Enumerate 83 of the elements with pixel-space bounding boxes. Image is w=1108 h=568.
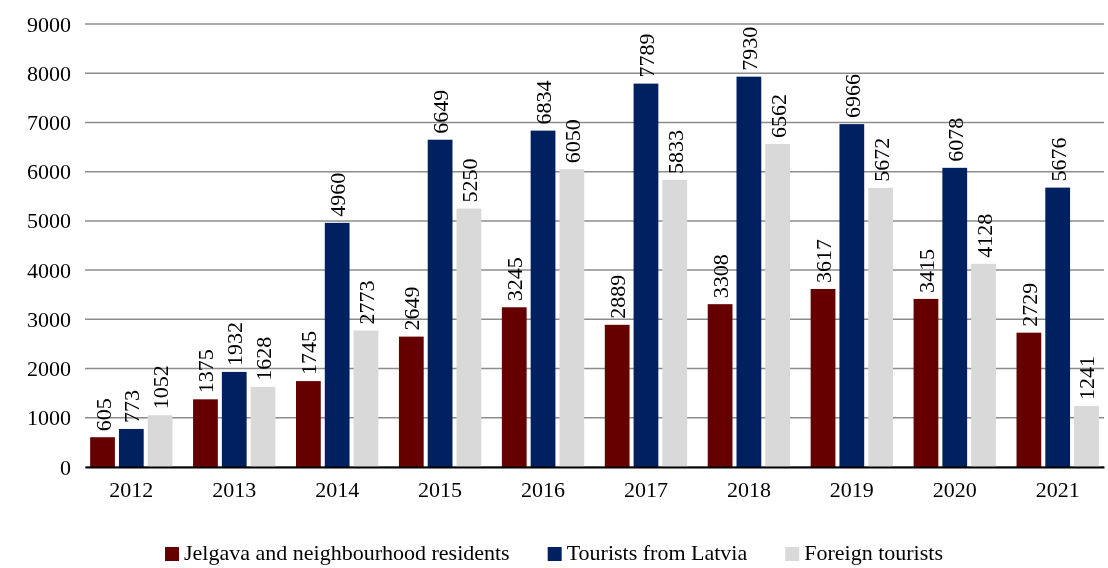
bar [353,330,379,467]
data-label: 3617 [811,238,837,283]
y-tick-label: 6000 [27,159,71,185]
data-label: 7930 [736,26,762,71]
data-label: 1241 [1074,355,1100,400]
y-tick-label: 7000 [27,109,71,135]
y-tick-label: 1000 [27,405,71,431]
y-tick-label: 9000 [27,11,71,37]
data-label: 3308 [708,254,734,299]
data-label: 1628 [251,336,277,381]
bar [221,371,247,467]
data-label: 3415 [913,248,939,293]
bar [810,288,836,467]
data-label: 1745 [296,331,322,376]
x-tick-label: 2020 [932,476,977,502]
y-tick-label: 0 [60,454,71,480]
bar [839,124,865,467]
x-tick-label: 2016 [521,476,566,502]
legend-label: Foreign tourists [804,540,943,565]
bar [707,304,733,467]
bar [913,298,939,467]
data-label: 4960 [325,172,351,217]
x-tick-label: 2017 [623,476,668,502]
data-label: 6078 [942,117,968,162]
x-tick-label: 2021 [1035,476,1080,502]
x-tick-label: 2012 [109,476,154,502]
bar [1074,405,1099,467]
bar [736,76,762,467]
bar [1016,332,1042,467]
bar [118,428,144,467]
bar [1045,187,1071,467]
x-tick-label: 2014 [315,476,360,502]
data-label: 6050 [559,119,585,164]
data-label: 6834 [531,80,557,125]
bar [633,83,659,467]
bar [398,336,424,467]
data-label: 7789 [633,33,659,78]
y-tick-label: 3000 [27,306,71,332]
bar [456,208,482,467]
bar [604,324,630,467]
data-label: 1052 [148,365,174,410]
data-label: 4128 [971,213,997,258]
bar [662,179,688,467]
bar [427,139,453,467]
data-label: 5833 [662,129,688,174]
data-label: 6562 [765,94,791,138]
data-label: 5676 [1045,137,1071,182]
y-tick-label: 5000 [27,208,71,234]
bar [559,169,585,467]
x-tick-label: 2018 [726,476,771,502]
data-label: 605 [90,398,116,432]
data-label: 2773 [353,280,379,325]
y-tick-label: 2000 [27,356,71,382]
data-label: 6966 [839,74,865,119]
legend-label: Jelgava and neighbourhood residents [184,540,510,565]
x-tick-label: 2019 [829,476,874,502]
data-label: 773 [119,389,145,423]
data-label: 6649 [428,89,454,134]
x-tick-label: 2015 [418,476,463,502]
bar [971,263,996,467]
legend-label: Tourists from Latvia [566,540,748,565]
bar [868,187,893,467]
data-label: 1375 [193,349,219,394]
bar [501,307,527,467]
bar [147,415,173,467]
bar [765,144,791,467]
x-tick-label: 2013 [212,476,257,502]
bar [193,399,218,467]
bar [250,386,276,467]
data-label: 2889 [605,274,631,319]
data-label: 2649 [399,286,425,331]
data-label: 2729 [1016,282,1042,327]
bar [530,130,556,467]
bar [90,437,115,467]
y-tick-label: 4000 [27,257,71,283]
bar [942,167,968,467]
bar [296,381,321,467]
data-label: 5250 [456,158,482,203]
y-tick-label: 8000 [27,60,71,86]
data-label: 5672 [868,137,894,182]
data-label: 3245 [502,257,528,302]
data-label: 1932 [222,321,248,366]
bar [324,222,350,467]
